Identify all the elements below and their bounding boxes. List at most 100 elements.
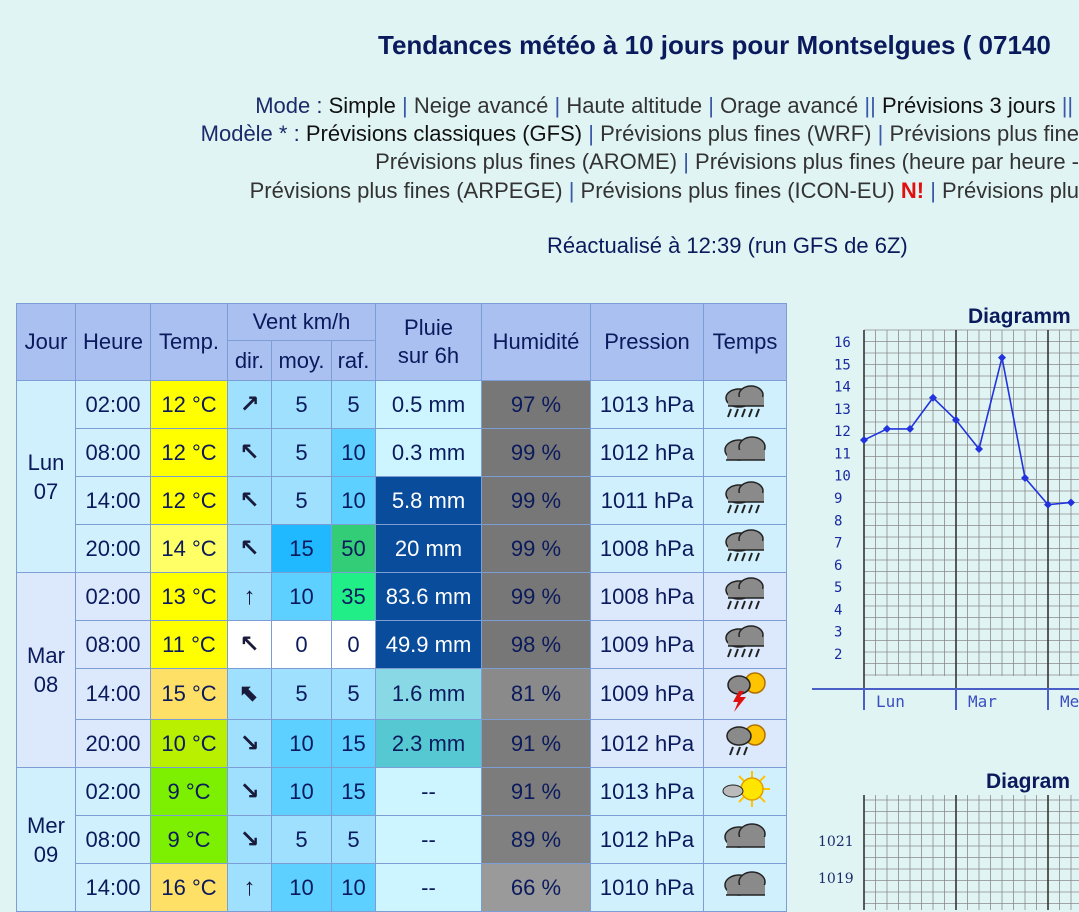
wind-dir-cell: ↘ [227,767,272,816]
sky-cell [703,572,787,621]
arrow-southeast-icon: ↘ [239,729,260,757]
model-wrf-link[interactable]: Prévisions plus fines (WRF) [600,121,872,146]
y-tick-label: 1019 [818,871,854,887]
hour-cell: 20:00 [75,719,151,768]
mode-orage-link[interactable]: Orage avancé [720,93,859,118]
rain-cell: 1.6 mm [375,668,482,720]
wind-gust-cell: 5 [331,815,376,864]
table-row: 20:00 14 °C ↖ 15 50 20 mm 99 % 1008 hPa [17,524,787,573]
pressure-cell: 1011 hPa [590,476,704,525]
cloud-icon [719,867,771,909]
rain-cell: -- [375,767,482,816]
y-tick-label: 15 [834,357,851,373]
wind-dir-cell: ↖ [227,476,272,525]
table-row: 20:00 10 °C ↘ 10 15 2.3 mm 91 % 1012 hPa [17,719,787,768]
pressure-cell: 1012 hPa [590,719,704,768]
model-arome-link[interactable]: Prévisions plus fines (AROME) [375,149,678,174]
y-tick-label: 2 [834,647,842,663]
wind-gust-cell: 0 [331,620,376,669]
y-tick-label: 6 [834,558,842,574]
temp-cell: 9 °C [150,815,228,864]
refresh-status: Réactualisé à 12:39 (run GFS de 6Z) [547,233,908,258]
data-point [975,444,983,453]
day-cell: Lun 07 [16,380,76,573]
wind-gust-cell: 10 [331,863,376,912]
pressure-cell: 1008 hPa [590,572,704,621]
model-icon-eu-link[interactable]: Prévisions plus fines (ICON-EU) [580,178,895,203]
pressure-cell: 1013 hPa [590,380,704,429]
model-arpege-link[interactable]: Prévisions plus fines (ARPEGE) [249,178,563,203]
day-cell: Mer 09 [16,767,76,912]
temp-cell: 12 °C [150,476,228,525]
mode-neige-link[interactable]: Neige avancé [413,93,549,118]
header-humidity: Humidité [481,303,591,381]
wind-gust-cell: 10 [331,476,376,525]
model-more-link[interactable]: Prévisions plu [942,178,1079,203]
humidity-cell: 98 % [481,620,591,669]
humidity-cell: 99 % [481,524,591,573]
arrow-northwest-icon: ↖ [239,630,260,658]
sky-cell [703,380,787,429]
mode-simple-link[interactable]: Simple [328,93,396,118]
temp-cell: 9 °C [150,767,228,816]
table-row: 14:00 15 °C ⬉ 5 5 1.6 mm 81 % 1009 hPa [17,668,787,720]
sky-cell [703,476,787,525]
hour-cell: 02:00 [75,767,151,816]
wind-gust-cell: 50 [331,524,376,573]
diagram-temp-title: Diagramm [968,305,1071,328]
header-pressure: Pression [590,303,704,381]
header-wind-dir: dir. [227,340,272,381]
arrow-southeast-icon: ↘ [239,777,260,805]
sky-cell [703,863,787,912]
data-point [906,424,914,433]
table-row: Lun 07 02:00 12 °C ↗ 5 5 0.5 mm 97 % 1013 hPa [16,380,787,573]
humidity-cell: 99 % [481,572,591,621]
header-rain: Pluie sur 6h [375,303,482,381]
rain-sun-icon [719,721,771,767]
rain-cell: 83.6 mm [375,572,482,621]
wind-avg-cell: 15 [271,524,332,573]
wind-dir-cell: ↘ [227,719,272,768]
sky-cell [703,719,787,768]
y-tick-label: 12 [834,424,851,440]
model-fine-link[interactable]: Prévisions plus fine [889,121,1079,146]
wind-avg-cell: 10 [271,767,332,816]
arrow-northwest-icon: ↖ [239,486,260,514]
rain-cell: 0.3 mm [375,428,482,477]
rain-cloud-icon [719,384,771,426]
model-gfs-link[interactable]: Prévisions classiques (GFS) [305,121,583,146]
rain-cell: -- [375,863,482,912]
humidity-cell: 99 % [481,476,591,525]
humidity-cell: 91 % [481,767,591,816]
hour-cell: 08:00 [75,620,151,669]
data-point [1044,500,1052,509]
hour-cell: 02:00 [75,572,151,621]
new-badge: N! [900,178,925,203]
arrow-north-icon: ↑ [243,582,256,610]
temp-cell: 11 °C [150,620,228,669]
model-hourly-link[interactable]: Prévisions plus fines (heure par heure - [695,149,1079,174]
header-day: Jour [16,303,76,381]
wind-avg-cell: 5 [271,815,332,864]
table-row: 14:00 12 °C ↖ 5 10 5.8 mm 99 % 1011 hPa [17,476,787,525]
hour-cell: 08:00 [75,815,151,864]
table-row: 08:00 11 °C ↖ 0 0 49.9 mm 98 % 1009 hPa [17,620,787,669]
wind-gust-cell: 35 [331,572,376,621]
temp-cell: 15 °C [150,668,228,720]
table-row: 08:00 9 °C ↘ 5 5 -- 89 % 1012 hPa [17,815,787,864]
mode-3jours-link[interactable]: Prévisions 3 jours [881,93,1056,118]
model-nav-line-3: Prévisions plus fines (ARPEGE) | Prévisi… [249,178,1079,203]
temp-cell: 12 °C [150,380,228,429]
sun-cloud-icon [719,769,771,815]
model-label: Modèle * : [200,121,306,146]
sky-cell [703,428,787,477]
mode-haute-altitude-link[interactable]: Haute altitude [566,93,703,118]
rain-cell: 49.9 mm [375,620,482,669]
x-tick-label: Lun [876,692,905,711]
temp-cell: 10 °C [150,719,228,768]
pressure-cell: 1009 hPa [590,620,704,669]
table-row: Mar 08 02:00 13 °C ↑ 10 35 83.6 mm 99 % 1008 hPa [16,572,787,768]
page-title: Tendances météo à 10 jours pour Montselg… [378,30,1051,60]
pressure-cell: 1008 hPa [590,524,704,573]
rain-cell: 0.5 mm [375,380,482,429]
